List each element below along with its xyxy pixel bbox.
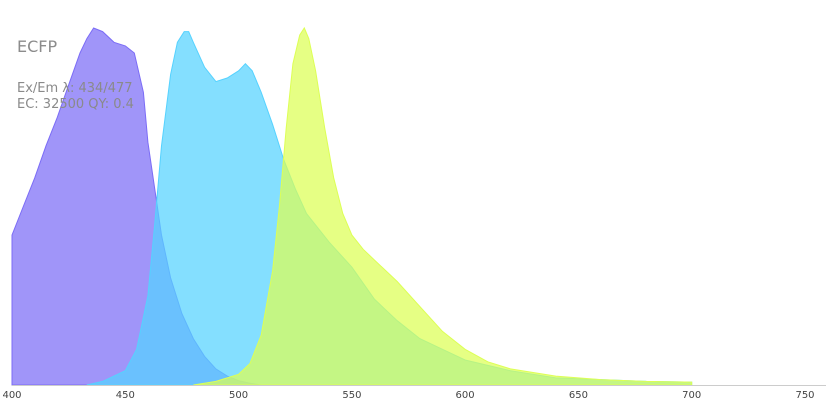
ec-qy-values: EC: 32500 QY: 0.4	[17, 97, 134, 112]
x-tick-label: 450	[116, 390, 135, 401]
ex-em-wavelengths: Ex/Em λ: 434/477	[17, 81, 133, 96]
spectrum-area-2	[193, 26, 693, 386]
x-tick-label: 600	[456, 390, 475, 401]
x-tick-label: 650	[569, 390, 588, 401]
x-tick-label: 550	[342, 390, 361, 401]
x-tick-label: 400	[2, 390, 21, 401]
x-tick-label: 700	[682, 390, 701, 401]
fluorophore-name: ECFP	[17, 37, 58, 56]
x-tick-label: 500	[229, 390, 248, 401]
x-tick-label: 750	[795, 390, 814, 401]
